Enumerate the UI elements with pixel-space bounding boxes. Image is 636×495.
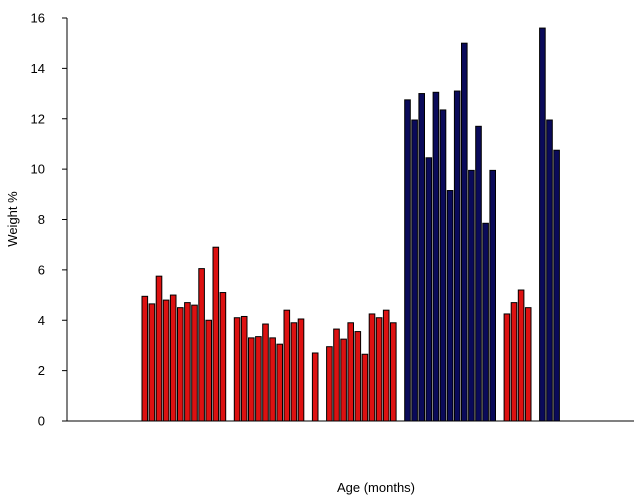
y-tick-label: 4 [38,313,45,328]
bar [411,119,418,422]
y-tick-label: 8 [38,212,45,227]
bar [553,149,560,422]
bar [162,299,170,422]
bar [311,352,319,422]
bar [404,99,411,422]
bar [375,317,383,422]
y-axis-title: Weight % [5,191,20,247]
bar [212,246,220,422]
bar [283,309,291,422]
bar [255,336,262,422]
y-tick-label: 0 [38,414,45,429]
bar [425,157,433,422]
bar [390,322,397,422]
bar [446,190,454,422]
bar [439,109,447,422]
bar [517,289,525,422]
y-tick-label: 16 [31,11,45,26]
bar [489,169,496,422]
y-tick-label: 6 [38,262,45,277]
bar [347,322,354,422]
bar [468,169,475,422]
bar [297,318,305,422]
y-tick-label: 2 [38,363,45,378]
bar [148,303,156,422]
bar [262,323,269,422]
bar [141,295,149,422]
bars [141,27,560,422]
bar [524,307,532,422]
bar [219,292,227,422]
bar [475,125,482,422]
y-tick-label: 10 [31,162,45,177]
bar [382,309,390,422]
bar [184,302,191,422]
bar [361,353,369,422]
bar [155,275,163,422]
bar [290,322,298,422]
bar [453,90,461,422]
bar [368,313,376,422]
bar [248,337,255,422]
bar [539,27,546,422]
bar [198,268,205,422]
bar [240,315,248,422]
bar [333,328,340,422]
bar [418,93,425,422]
bar [461,42,468,422]
bar [340,338,347,422]
bar [510,302,518,422]
y-ticks: 0 2 4 6 8 10 12 14 16 [31,11,67,429]
bar [177,307,184,422]
bar [191,304,198,422]
bar [233,317,241,422]
bar [546,119,553,422]
bar [276,343,283,422]
y-tick-label: 12 [31,111,45,126]
bar [326,346,333,422]
bar [354,331,362,422]
bar [205,319,212,422]
y-tick-label: 14 [31,61,45,76]
bar [503,313,511,422]
bar [482,222,489,422]
bar [269,337,276,422]
bar [169,294,177,422]
x-axis-title: Age (months) [337,480,415,495]
bar [432,91,440,422]
